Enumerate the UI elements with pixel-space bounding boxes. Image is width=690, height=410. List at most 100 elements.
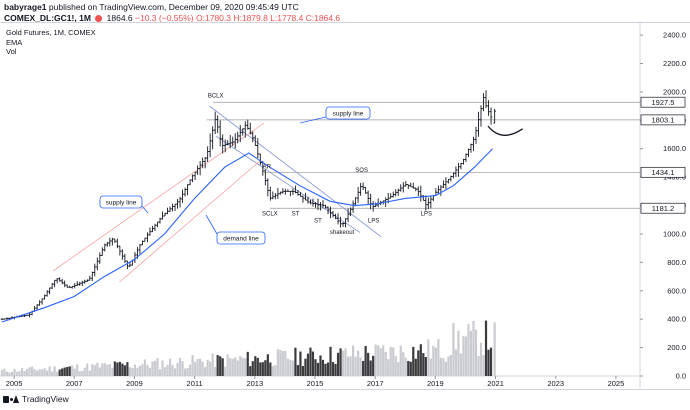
- volume-bar[interactable]: [464, 336, 468, 376]
- ema-line[interactable]: [1, 148, 493, 323]
- volume-bar[interactable]: [206, 359, 209, 376]
- volume-bar[interactable]: [33, 369, 36, 376]
- callout-bubble[interactable]: [325, 106, 371, 120]
- volume-bar[interactable]: [374, 344, 377, 376]
- volume-bar[interactable]: [56, 371, 59, 376]
- volume-bar[interactable]: [392, 347, 395, 376]
- volume-bar[interactable]: [399, 345, 402, 376]
- volume-bar[interactable]: [452, 323, 455, 376]
- volume-bar[interactable]: [422, 353, 425, 376]
- volume-bar[interactable]: [389, 346, 392, 376]
- volume-bar[interactable]: [487, 349, 490, 376]
- volume-bar[interactable]: [289, 359, 292, 376]
- volume-bar[interactable]: [136, 367, 139, 376]
- volume-bar[interactable]: [424, 357, 427, 376]
- volume-bar[interactable]: [447, 356, 450, 376]
- volume-bar[interactable]: [103, 363, 106, 376]
- volume-bar[interactable]: [326, 362, 330, 376]
- volume-bar[interactable]: [153, 360, 157, 376]
- volume-bar[interactable]: [472, 320, 475, 376]
- volume-bar[interactable]: [53, 366, 56, 376]
- volume-bar[interactable]: [61, 368, 64, 376]
- volume-bar[interactable]: [354, 356, 357, 376]
- volume-bar[interactable]: [181, 361, 184, 376]
- volume-bar[interactable]: [241, 357, 244, 376]
- volume-bar[interactable]: [467, 324, 470, 376]
- volume-bar[interactable]: [131, 368, 134, 376]
- volume-bar[interactable]: [259, 362, 262, 376]
- volume-bar[interactable]: [417, 350, 420, 376]
- volume-bar[interactable]: [394, 355, 397, 376]
- volume-bar[interactable]: [457, 330, 460, 376]
- volume-bar[interactable]: [15, 371, 19, 376]
- volume-bar[interactable]: [113, 361, 116, 376]
- volume-bar[interactable]: [156, 358, 159, 376]
- volume-bar[interactable]: [324, 363, 327, 376]
- volume-bar[interactable]: [43, 368, 46, 376]
- volume-bar[interactable]: [449, 354, 453, 376]
- volume-bar[interactable]: [311, 351, 315, 376]
- volume-bar[interactable]: [48, 366, 51, 376]
- volume-bar[interactable]: [367, 352, 370, 376]
- volume-bar[interactable]: [211, 353, 214, 376]
- volume-bar[interactable]: [23, 370, 26, 376]
- volume-bar[interactable]: [58, 369, 61, 376]
- volume-bar[interactable]: [83, 367, 86, 376]
- volume-bar[interactable]: [173, 368, 177, 376]
- volume-bar[interactable]: [81, 370, 84, 376]
- volume-bar[interactable]: [148, 367, 152, 376]
- volume-bar[interactable]: [178, 357, 182, 376]
- volume-bar[interactable]: [123, 365, 126, 376]
- volume-bar[interactable]: [269, 362, 272, 376]
- volume-bar[interactable]: [299, 351, 302, 376]
- volume-bar[interactable]: [384, 351, 387, 376]
- volume-bar[interactable]: [409, 361, 412, 376]
- volume-bar[interactable]: [462, 336, 465, 376]
- volume-bar[interactable]: [121, 363, 124, 376]
- symbol-label[interactable]: COMEX_DL:GC1!, 1M: [4, 13, 91, 23]
- volume-bar[interactable]: [98, 367, 101, 376]
- volume-bar[interactable]: [204, 367, 207, 376]
- volume-bar[interactable]: [106, 364, 109, 376]
- volume-bar[interactable]: [319, 355, 322, 376]
- volume-bar[interactable]: [369, 360, 372, 376]
- volume-bar[interactable]: [397, 362, 400, 376]
- volume-bar[interactable]: [8, 372, 11, 376]
- volume-bar[interactable]: [362, 360, 365, 376]
- volume-bar[interactable]: [143, 359, 147, 376]
- volume-bar[interactable]: [244, 358, 247, 376]
- volume-bar[interactable]: [414, 358, 417, 376]
- volume-bar[interactable]: [349, 356, 352, 376]
- volume-bar[interactable]: [402, 352, 405, 376]
- volume-bar[interactable]: [479, 342, 483, 376]
- volume-bar[interactable]: [20, 368, 24, 376]
- volume-bar[interactable]: [101, 363, 104, 376]
- volume-bar[interactable]: [484, 320, 488, 376]
- volume-bar[interactable]: [321, 359, 325, 376]
- volume-bar[interactable]: [196, 358, 199, 376]
- volume-bar[interactable]: [13, 368, 16, 376]
- volume-bar[interactable]: [271, 366, 274, 376]
- volume-bar[interactable]: [291, 360, 295, 376]
- volume-bar[interactable]: [407, 360, 410, 376]
- volume-bar[interactable]: [86, 363, 89, 376]
- volume-bar[interactable]: [339, 348, 342, 376]
- volume-bar[interactable]: [151, 361, 154, 376]
- volume-bar[interactable]: [301, 366, 305, 376]
- volume-bar[interactable]: [30, 366, 34, 376]
- callout-bubble[interactable]: [99, 195, 143, 209]
- volume-bar[interactable]: [359, 357, 362, 376]
- volume-bar[interactable]: [427, 339, 430, 376]
- volume-bar[interactable]: [442, 358, 445, 376]
- volume-bar[interactable]: [111, 367, 114, 376]
- volume-bar[interactable]: [279, 349, 282, 376]
- volume-bar[interactable]: [229, 358, 232, 376]
- legend-ema[interactable]: EMA: [6, 37, 23, 47]
- volume-bar[interactable]: [379, 348, 382, 376]
- volume-bar[interactable]: [78, 371, 81, 376]
- volume-bar[interactable]: [314, 359, 317, 376]
- volume-bar[interactable]: [474, 329, 478, 376]
- volume-bar[interactable]: [133, 364, 137, 376]
- volume-bar[interactable]: [387, 359, 390, 376]
- legend-title[interactable]: Gold Futures, 1M, COMEX: [6, 28, 96, 37]
